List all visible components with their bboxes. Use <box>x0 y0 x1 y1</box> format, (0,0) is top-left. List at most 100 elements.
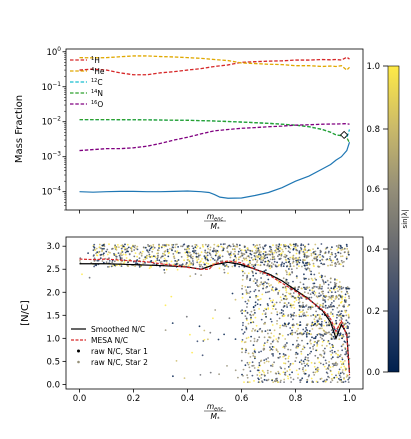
scatter-point <box>191 257 194 260</box>
scatter-point <box>265 253 268 256</box>
scatter-point <box>290 381 293 383</box>
scatter-point <box>263 371 265 374</box>
scatter-point <box>339 319 341 322</box>
scatter-point <box>94 264 97 266</box>
scatter-point <box>254 351 257 354</box>
scatter-point <box>206 254 209 257</box>
scatter-point <box>189 275 192 278</box>
scatter-point <box>262 284 265 287</box>
scatter-point <box>288 355 290 358</box>
top-x-ticks <box>79 210 350 214</box>
scatter-point <box>99 257 102 259</box>
scatter-point <box>320 250 322 253</box>
scatter-point <box>280 255 283 257</box>
scatter-point <box>318 305 321 308</box>
scatter-point <box>337 371 340 373</box>
scatter-point <box>105 261 108 264</box>
scatter-point <box>228 317 231 320</box>
scatter-point <box>341 371 344 374</box>
scatter-point <box>213 247 215 250</box>
scatter-point <box>281 324 284 327</box>
scatter-point <box>345 352 348 355</box>
scatter-point <box>332 365 334 368</box>
colorbar-gradient <box>387 65 400 373</box>
scatter-point <box>339 313 341 316</box>
scatter-point <box>309 339 312 342</box>
scatter-point <box>185 251 188 254</box>
scatter-point <box>130 249 133 252</box>
scatter-point <box>251 361 254 364</box>
scatter-point <box>277 372 280 375</box>
scatter-point <box>344 311 347 314</box>
scatter-point <box>330 251 333 254</box>
scatter-point <box>330 302 333 304</box>
scatter-point <box>194 273 197 275</box>
scatter-point <box>321 320 323 323</box>
top-xlabel-denominator-sub: * <box>217 227 220 233</box>
scatter-point <box>253 337 256 340</box>
scatter-point <box>247 300 250 302</box>
scatter-point <box>258 375 261 377</box>
scatter-point <box>279 324 282 327</box>
scatter-point <box>271 253 274 255</box>
scatter-point <box>255 252 257 254</box>
scatter-point <box>320 291 323 293</box>
scatter-point <box>254 264 257 267</box>
scatter-point <box>163 244 166 247</box>
scatter-point <box>307 375 310 378</box>
scatter-point <box>177 252 180 254</box>
top-xlabel-denominator: M <box>211 222 218 231</box>
scatter-point <box>139 251 142 254</box>
scatter-point <box>122 253 125 256</box>
scatter-point <box>223 268 226 271</box>
scatter-point <box>141 250 144 253</box>
scatter-point <box>297 288 299 291</box>
scatter-point <box>282 315 285 318</box>
scatter-point <box>148 249 151 252</box>
scatter-point <box>287 250 290 253</box>
scatter-point <box>193 252 195 255</box>
scatter-point <box>324 296 326 299</box>
bottom-plot-frame <box>65 236 364 390</box>
scatter-point <box>319 323 322 326</box>
scatter-point <box>295 299 298 301</box>
scatter-point <box>266 369 269 372</box>
scatter-point <box>278 250 281 253</box>
scatter-point <box>244 309 247 312</box>
scatter-point <box>127 265 130 268</box>
scatter-point <box>347 327 349 330</box>
scatter-point <box>288 322 290 325</box>
scatter-point <box>337 260 340 263</box>
scatter-point <box>337 247 340 250</box>
scatter-point <box>301 265 303 268</box>
scatter-point <box>316 324 318 327</box>
scatter-point <box>234 250 236 253</box>
scatter-point <box>142 246 145 249</box>
scatter-point <box>180 256 183 258</box>
scatter-point <box>202 245 205 248</box>
scatter-point <box>191 351 194 354</box>
scatter-point <box>286 306 288 308</box>
scatter-point <box>337 311 340 314</box>
scatter-point <box>284 345 287 348</box>
scatter-point <box>303 372 306 375</box>
scatter-point <box>346 290 348 293</box>
scatter-point <box>250 321 252 324</box>
scatter-point <box>106 248 109 251</box>
scatter-point <box>331 331 334 334</box>
scatter-point <box>262 256 265 259</box>
scatter-point <box>209 246 212 249</box>
legend-swatch-2 <box>77 349 80 353</box>
scatter-point <box>342 305 344 308</box>
bottom-xtick-label: 1.0 <box>343 394 357 404</box>
scatter-point <box>319 315 321 318</box>
scatter-point <box>323 320 326 322</box>
scatter-point <box>348 322 351 325</box>
scatter-point <box>277 381 279 383</box>
scatter-point <box>264 307 266 310</box>
scatter-point <box>289 256 292 259</box>
scatter-point <box>339 333 342 336</box>
scatter-point <box>96 259 99 262</box>
scatter-point <box>287 348 289 351</box>
